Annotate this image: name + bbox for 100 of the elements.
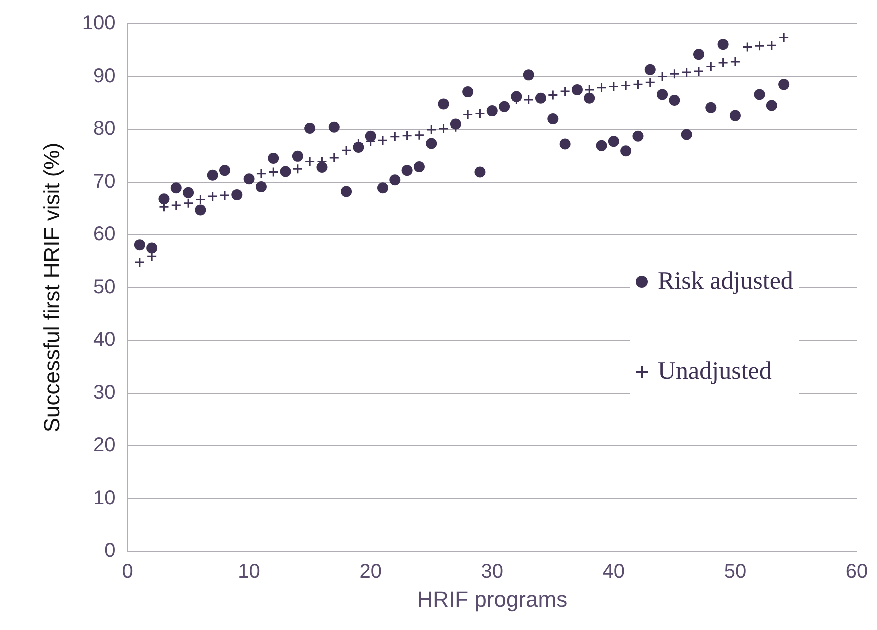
x-tick-label: 0 (122, 561, 134, 584)
point (560, 138, 571, 150)
point (183, 198, 194, 209)
point (730, 56, 741, 68)
point (706, 102, 717, 114)
point (171, 200, 182, 211)
point (134, 257, 146, 268)
y-tick-label: 10 (94, 487, 116, 510)
point (608, 136, 620, 148)
point (669, 95, 680, 106)
point (657, 89, 668, 100)
x-tick-label: 40 (602, 561, 626, 584)
point (596, 82, 608, 94)
point (208, 191, 218, 202)
x-tick-label: 60 (846, 561, 868, 584)
point (499, 101, 510, 112)
point (462, 109, 474, 120)
point (280, 166, 292, 178)
point (316, 162, 328, 174)
point (438, 124, 450, 134)
point (608, 82, 620, 92)
point (390, 174, 401, 186)
point (292, 164, 304, 174)
point (414, 130, 425, 141)
point (328, 122, 340, 133)
point (718, 58, 729, 68)
point (523, 70, 534, 81)
point (548, 113, 559, 124)
point (778, 32, 790, 43)
point (146, 242, 158, 254)
point (742, 42, 753, 52)
point (548, 90, 558, 100)
point (378, 135, 388, 146)
point (681, 129, 692, 140)
point (645, 77, 656, 88)
point (536, 92, 546, 104)
point (220, 190, 230, 201)
point (268, 153, 280, 164)
point (220, 165, 230, 176)
point (304, 156, 316, 167)
y-tick-label: 40 (94, 329, 116, 352)
point (244, 174, 255, 185)
point (378, 182, 388, 194)
point (632, 130, 644, 142)
x-tick-label: 10 (238, 561, 260, 584)
y-axis-title: Successful first HRIF visit (%) (39, 142, 64, 433)
legend-label: Risk adjusted (658, 268, 794, 296)
point (256, 168, 267, 180)
point (754, 89, 766, 100)
point (682, 67, 692, 78)
point (256, 182, 267, 193)
point (341, 145, 352, 156)
point (304, 122, 316, 134)
y-tick-label: 90 (94, 65, 116, 88)
point (329, 152, 340, 164)
y-tick-label: 20 (94, 434, 116, 457)
point (730, 110, 741, 122)
point (669, 68, 680, 80)
y-tick-label: 60 (94, 224, 116, 246)
point (524, 94, 534, 106)
point (486, 106, 498, 117)
point (158, 194, 170, 205)
point (232, 189, 243, 200)
point (268, 167, 279, 178)
point (183, 187, 194, 198)
x-tick-label: 50 (724, 561, 747, 584)
point (170, 182, 182, 194)
y-tick-label: 0 (104, 540, 116, 562)
point (474, 166, 486, 178)
point (207, 170, 218, 181)
point (195, 204, 206, 216)
x-tick-label: 30 (481, 561, 504, 584)
y-tick-label: 50 (94, 276, 116, 298)
point (426, 138, 438, 150)
y-tick-label: 100 (82, 12, 116, 35)
point (402, 130, 413, 142)
point (694, 66, 704, 77)
point (438, 98, 450, 110)
point (414, 161, 425, 172)
x-axis-title: HRIF programs (417, 586, 568, 612)
point (572, 84, 583, 96)
point (644, 64, 656, 76)
point (766, 100, 778, 112)
point (584, 92, 596, 104)
point (596, 140, 608, 152)
legend-label: Unadjusted (658, 358, 772, 386)
point (195, 194, 206, 205)
point (778, 79, 790, 90)
point (402, 165, 413, 176)
point (706, 61, 716, 72)
point (620, 80, 632, 91)
point (632, 79, 644, 90)
point (754, 40, 766, 52)
point (134, 240, 146, 251)
y-tick-label: 30 (94, 382, 116, 404)
point (620, 146, 632, 157)
x-tick-label: 20 (360, 561, 382, 584)
point (426, 124, 437, 136)
point (718, 39, 729, 50)
point (474, 108, 486, 119)
